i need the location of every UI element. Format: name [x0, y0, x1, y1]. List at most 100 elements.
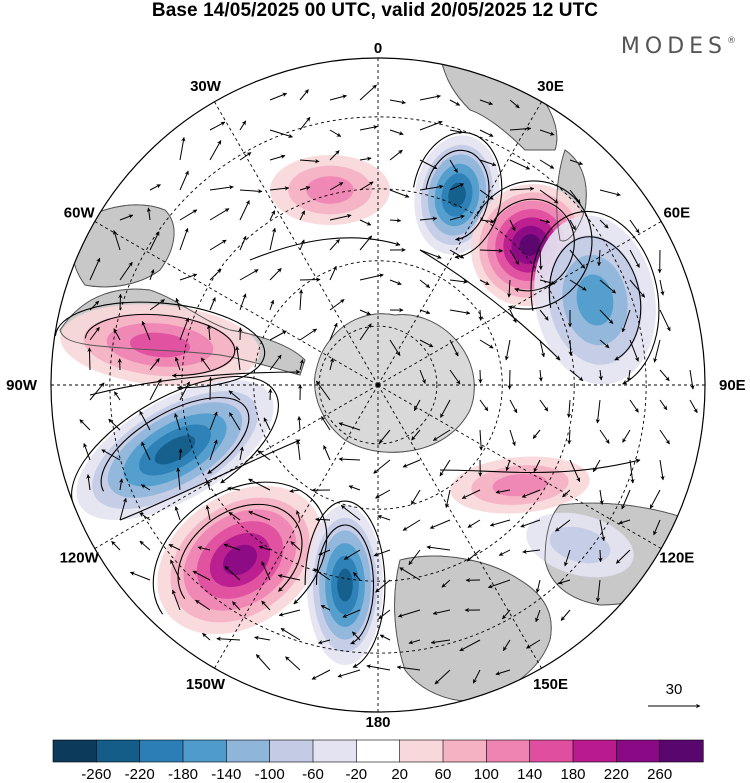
meridian-line [377, 384, 542, 669]
wind-arrow [174, 356, 181, 371]
wind-arrow [329, 357, 335, 371]
wind-arrow [329, 239, 340, 251]
vortex-streamline [152, 481, 328, 615]
wind-arrow [320, 416, 331, 431]
coastline-outline [314, 313, 475, 453]
wind-arrow [419, 279, 431, 288]
wind-arrow [141, 320, 151, 341]
wind-arrow [599, 429, 610, 444]
wind-arrow [653, 519, 661, 536]
wind-arrow [299, 239, 305, 251]
wind-arrow [389, 279, 402, 286]
wind-arrow [539, 399, 549, 412]
wind-arrow [411, 429, 421, 441]
wind-arrow [599, 279, 616, 294]
flow-streamline [419, 249, 561, 361]
wind-arrow [108, 418, 121, 431]
wind-arrow [118, 293, 123, 311]
wind-arrow [449, 214, 465, 221]
wind-arrow [239, 235, 247, 251]
wind-arrow [373, 459, 391, 474]
wind-arrow [277, 573, 301, 581]
wind-arrow [261, 600, 271, 611]
wind-arrow [197, 545, 211, 551]
wind-arrow [329, 298, 345, 311]
wind-arrow [509, 186, 535, 192]
wind-arrow [478, 369, 483, 384]
wind-arrow [509, 429, 516, 447]
colorbar-tick-label: 100 [474, 766, 499, 783]
colorbar-swatch [616, 739, 661, 763]
wind-arrow [113, 391, 121, 401]
wind-arrow [343, 549, 361, 560]
wind-arrow [118, 478, 124, 491]
flow-streamline [119, 439, 301, 521]
wind-arrow [139, 512, 151, 521]
wind-arrow [509, 399, 518, 414]
wind-arrow [299, 186, 311, 191]
wind-arrow [449, 369, 461, 385]
wind-arrow [526, 639, 541, 649]
wind-arrow [538, 249, 543, 270]
latitude-circle [109, 116, 647, 654]
wind-arrow [449, 339, 459, 357]
wind-arrow [315, 517, 331, 522]
wind-arrow [209, 121, 226, 131]
colorbar-tick-label: -180 [168, 766, 198, 783]
wind-arrow [285, 656, 301, 671]
wind-arrow [149, 184, 161, 191]
wind-arrow [348, 485, 361, 491]
wind-arrow [449, 183, 465, 191]
wind-arrow [629, 219, 640, 234]
wind-arrow [441, 579, 451, 588]
wind-arrow [179, 317, 190, 341]
wind-arrow [629, 459, 635, 484]
wind-arrow [569, 189, 581, 204]
wind-arrow [479, 399, 489, 412]
wind-arrow [419, 216, 438, 221]
wind-arrow [200, 357, 211, 371]
wind-arrow [389, 129, 404, 136]
wind-arrow [396, 665, 421, 671]
wind-arrow [539, 339, 546, 358]
wind-arrow [209, 208, 230, 221]
wind-arrow [268, 388, 273, 401]
wind-arrow [599, 489, 604, 505]
wind-arrow [459, 639, 481, 652]
reference-vector: 30 [648, 681, 701, 709]
wind-arrow [522, 549, 541, 554]
wind-arrow [278, 609, 301, 617]
wind-arrow [89, 326, 100, 341]
wind-arrow [505, 459, 511, 472]
wind-arrow [599, 219, 609, 229]
anomaly-contour-band [549, 526, 611, 564]
colorbar-swatch [226, 739, 271, 763]
wind-arrow [329, 265, 337, 281]
wind-arrow [379, 634, 391, 641]
anomaly-negative-10 [526, 512, 634, 578]
wind-arrow [498, 549, 511, 556]
vortex-streamline [548, 236, 642, 361]
latitude-circle [253, 260, 503, 510]
wind-arrow [659, 399, 668, 411]
wind-arrow [389, 339, 401, 356]
wind-arrow [179, 227, 189, 251]
wind-arrow [179, 136, 186, 161]
colorbar-swatch [356, 739, 401, 763]
wind-arrow [479, 99, 493, 106]
vortex-streamline [177, 503, 303, 600]
wind-arrow [208, 376, 213, 401]
wind-arrow [479, 218, 495, 224]
anomaly-negative-7 [307, 505, 383, 665]
wind-arrow [375, 489, 391, 499]
wind-arrow [439, 459, 451, 477]
wind-arrow [258, 545, 271, 551]
wind-arrow [269, 330, 287, 341]
wind-arrow [112, 229, 121, 251]
wind-arrow [299, 89, 309, 101]
coastline-outline [59, 288, 306, 376]
wind-arrow [140, 484, 151, 491]
wind-arrow [323, 445, 331, 461]
wind-arrow [569, 249, 586, 269]
meridian-label: 90E [719, 377, 746, 394]
